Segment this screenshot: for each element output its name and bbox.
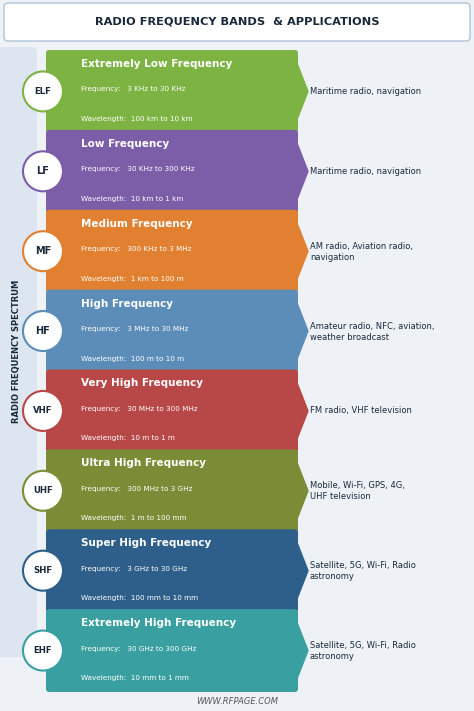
Text: Low Frequency: Low Frequency	[81, 139, 169, 149]
Circle shape	[23, 391, 63, 431]
Text: weather broadcast: weather broadcast	[310, 333, 389, 341]
FancyBboxPatch shape	[46, 289, 298, 373]
Text: HF: HF	[36, 326, 50, 336]
Text: Frequency:   3 KHz to 30 KHz: Frequency: 3 KHz to 30 KHz	[81, 87, 185, 92]
Text: Wavelength:  10 m to 1 m: Wavelength: 10 m to 1 m	[81, 435, 175, 442]
Text: Wavelength:  1 m to 100 mm: Wavelength: 1 m to 100 mm	[81, 515, 186, 521]
Text: Ultra High Frequency: Ultra High Frequency	[81, 459, 206, 469]
Text: Wavelength:  10 mm to 1 mm: Wavelength: 10 mm to 1 mm	[81, 675, 189, 681]
Circle shape	[23, 311, 63, 351]
Text: Frequency:   300 MHz to 3 GHz: Frequency: 300 MHz to 3 GHz	[81, 486, 192, 492]
Text: Frequency:   3 MHz to 30 MHz: Frequency: 3 MHz to 30 MHz	[81, 326, 188, 332]
FancyBboxPatch shape	[46, 130, 298, 213]
Text: Wavelength:  100 mm to 10 mm: Wavelength: 100 mm to 10 mm	[81, 595, 198, 601]
FancyBboxPatch shape	[46, 210, 298, 293]
Text: EHF: EHF	[34, 646, 52, 655]
Text: FM radio, VHF television: FM radio, VHF television	[310, 407, 412, 415]
Polygon shape	[293, 53, 308, 130]
Text: Wavelength:  1 km to 100 m: Wavelength: 1 km to 100 m	[81, 276, 184, 282]
Text: High Frequency: High Frequency	[81, 299, 173, 309]
Text: Wavelength:  10 km to 1 km: Wavelength: 10 km to 1 km	[81, 196, 183, 202]
Text: Wavelength:  100 km to 10 km: Wavelength: 100 km to 10 km	[81, 116, 192, 122]
Text: Maritime radio, navigation: Maritime radio, navigation	[310, 167, 421, 176]
Text: Medium Frequency: Medium Frequency	[81, 219, 192, 229]
Circle shape	[23, 471, 63, 510]
Text: Satellite, 5G, Wi-Fi, Radio: Satellite, 5G, Wi-Fi, Radio	[310, 641, 416, 650]
Text: ELF: ELF	[35, 87, 52, 96]
Text: Frequency:   30 MHz to 300 MHz: Frequency: 30 MHz to 300 MHz	[81, 406, 198, 412]
Text: LF: LF	[36, 166, 49, 176]
FancyBboxPatch shape	[4, 3, 470, 41]
Text: Extremely Low Frequency: Extremely Low Frequency	[81, 59, 232, 69]
Circle shape	[23, 231, 63, 271]
Text: VHF: VHF	[33, 407, 53, 415]
Text: WWW.RFPAGE.COM: WWW.RFPAGE.COM	[196, 697, 278, 705]
FancyBboxPatch shape	[46, 50, 298, 133]
Circle shape	[23, 151, 63, 191]
Polygon shape	[293, 293, 308, 370]
Text: Frequency:   3 GHz to 30 GHz: Frequency: 3 GHz to 30 GHz	[81, 566, 187, 572]
Polygon shape	[293, 373, 308, 449]
Text: astronomy: astronomy	[310, 572, 355, 581]
Circle shape	[23, 631, 63, 670]
Text: RADIO FREQUENCY SPECTRUM: RADIO FREQUENCY SPECTRUM	[12, 279, 21, 422]
Text: Amateur radio, NFC, aviation,: Amateur radio, NFC, aviation,	[310, 321, 435, 331]
FancyBboxPatch shape	[0, 47, 37, 657]
Text: navigation: navigation	[310, 252, 355, 262]
Text: Frequency:   30 KHz to 300 KHz: Frequency: 30 KHz to 300 KHz	[81, 166, 195, 172]
Text: Frequency:   30 GHz to 300 GHz: Frequency: 30 GHz to 300 GHz	[81, 646, 196, 651]
Text: Satellite, 5G, Wi-Fi, Radio: Satellite, 5G, Wi-Fi, Radio	[310, 561, 416, 570]
Text: MF: MF	[35, 246, 51, 256]
Text: Super High Frequency: Super High Frequency	[81, 538, 211, 548]
Text: UHF: UHF	[33, 486, 53, 496]
Text: Extremely High Frequency: Extremely High Frequency	[81, 618, 236, 628]
Text: UHF television: UHF television	[310, 492, 371, 501]
FancyBboxPatch shape	[46, 609, 298, 692]
Circle shape	[23, 551, 63, 591]
FancyBboxPatch shape	[46, 449, 298, 533]
Text: SHF: SHF	[34, 566, 53, 575]
Text: Very High Frequency: Very High Frequency	[81, 378, 203, 388]
Polygon shape	[293, 533, 308, 609]
Text: RADIO FREQUENCY BANDS  & APPLICATIONS: RADIO FREQUENCY BANDS & APPLICATIONS	[95, 17, 379, 27]
Text: AM radio, Aviation radio,: AM radio, Aviation radio,	[310, 242, 413, 251]
Circle shape	[23, 71, 63, 112]
Text: Wavelength:  100 m to 10 m: Wavelength: 100 m to 10 m	[81, 356, 184, 361]
Text: Frequency:   300 KHz to 3 MHz: Frequency: 300 KHz to 3 MHz	[81, 246, 191, 252]
Text: Mobile, Wi-Fi, GPS, 4G,: Mobile, Wi-Fi, GPS, 4G,	[310, 481, 405, 491]
Polygon shape	[293, 452, 308, 529]
Polygon shape	[293, 133, 308, 210]
Polygon shape	[293, 612, 308, 689]
Polygon shape	[293, 213, 308, 289]
Text: Maritime radio, navigation: Maritime radio, navigation	[310, 87, 421, 96]
FancyBboxPatch shape	[46, 370, 298, 452]
FancyBboxPatch shape	[46, 529, 298, 612]
Text: astronomy: astronomy	[310, 652, 355, 661]
